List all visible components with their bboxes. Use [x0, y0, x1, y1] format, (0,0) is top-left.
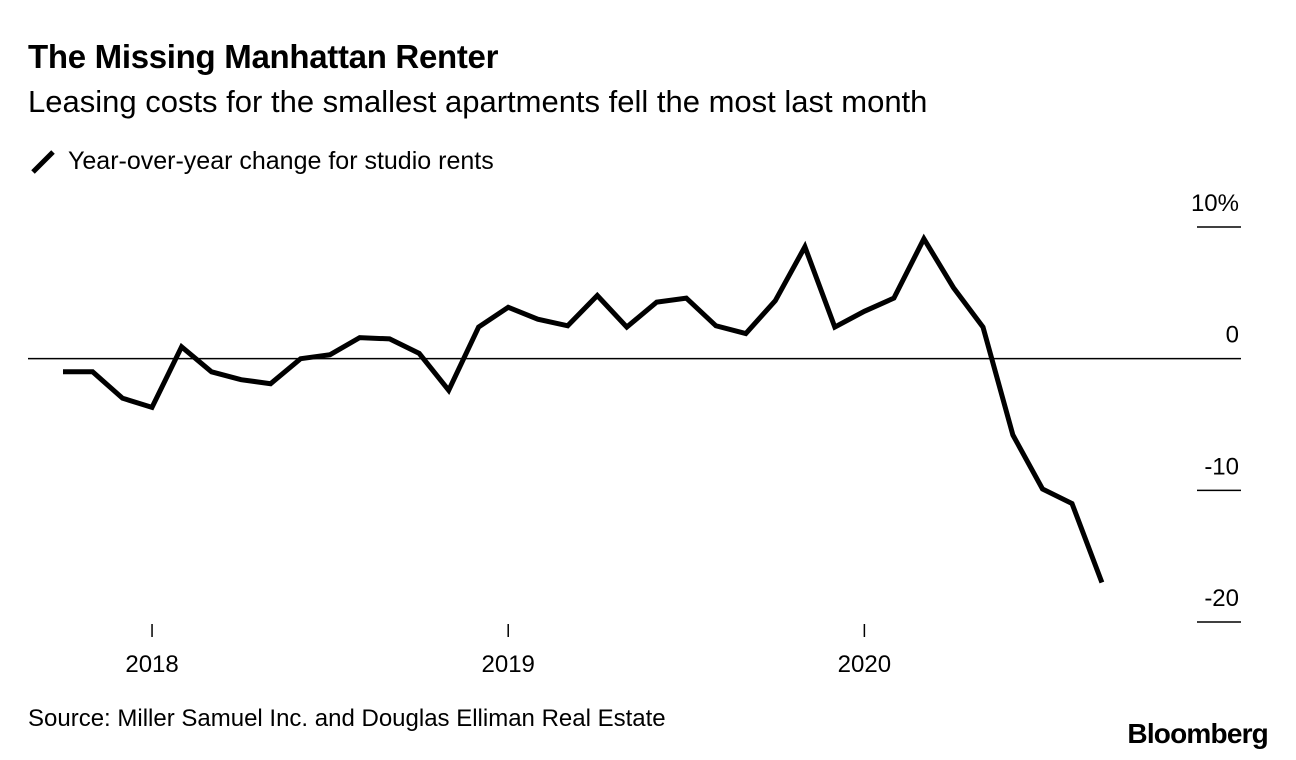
x-axis: 2018 2019 2020: [125, 624, 891, 678]
series-line-studio-rents: [63, 233, 1105, 584]
legend-label: Year-over-year change for studio rents: [68, 147, 494, 175]
y-tick-label: -10: [1204, 453, 1239, 480]
y-axis-ticks: 10% 0 -10 -20: [28, 190, 1241, 623]
chart-subtitle: Leasing costs for the smallest apartment…: [28, 84, 928, 119]
legend-line-swatch-icon: [31, 149, 55, 174]
x-tick-label: 2019: [482, 651, 535, 678]
x-tick-label: 2020: [838, 651, 891, 678]
x-tick-label: 2018: [125, 651, 178, 678]
chart-title: The Missing Manhattan Renter: [28, 38, 499, 75]
series-layer: [62, 233, 1105, 584]
legend: Year-over-year change for studio rents: [30, 147, 494, 176]
bloomberg-logo: Bloomberg: [1127, 718, 1268, 749]
y-tick-label: 0: [1226, 322, 1239, 349]
source-note: Source: Miller Samuel Inc. and Douglas E…: [28, 705, 666, 732]
y-tick-label: -20: [1204, 585, 1239, 612]
y-tick-label: 10%: [1191, 190, 1239, 217]
